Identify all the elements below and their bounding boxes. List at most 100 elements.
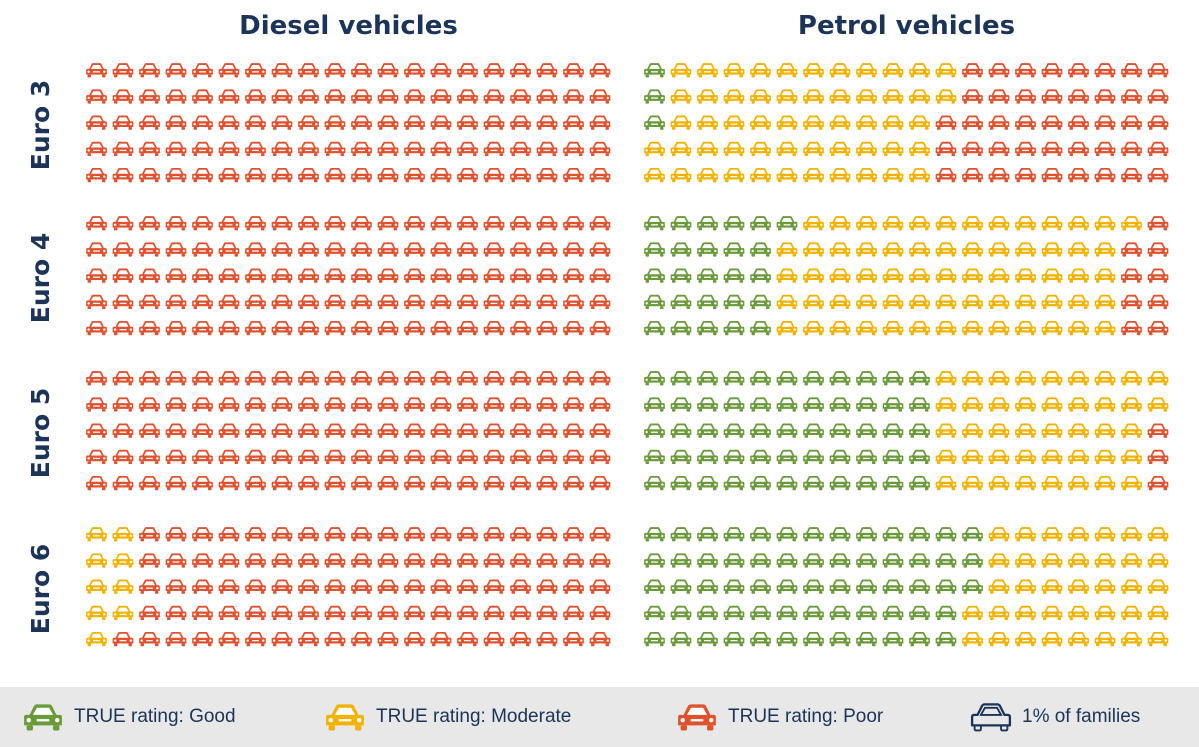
- car-icon-good: [776, 371, 798, 386]
- car-icon-poor: [563, 294, 584, 310]
- car-icon-poor: [112, 371, 134, 386]
- car-icon-poor: [563, 475, 584, 491]
- car-icon-poor: [112, 167, 134, 183]
- car-icon-good: [856, 553, 877, 568]
- car-icon-poor: [404, 423, 425, 438]
- car-icon-poor: [1015, 141, 1036, 157]
- car-icon-good: [776, 475, 798, 491]
- car-icon-poor: [563, 115, 584, 130]
- car-icon-good: [723, 553, 745, 568]
- car-icon-moderate: [962, 449, 983, 465]
- car-icon-moderate: [882, 115, 904, 130]
- car-icon-moderate: [856, 89, 877, 104]
- car-icon-poor: [457, 89, 478, 104]
- car-icon-poor: [377, 63, 399, 78]
- car-icon-poor: [324, 527, 346, 542]
- car-icon-moderate: [1147, 631, 1169, 647]
- car-icon-poor: [165, 167, 187, 183]
- car-icon-moderate: [882, 294, 904, 310]
- car-icon-poor: [404, 371, 425, 386]
- car-icon-moderate: [882, 167, 904, 183]
- car-icon-moderate: [829, 141, 851, 157]
- car-icon-moderate: [1094, 268, 1116, 283]
- car-icon-poor: [351, 449, 372, 465]
- car-icon-poor: [404, 320, 425, 336]
- panel-diesel-euro-3: [86, 63, 611, 183]
- car-icon-good: [803, 397, 824, 412]
- car-icon-poor: [351, 89, 372, 104]
- car-icon-poor: [1147, 268, 1169, 283]
- car-icon-good: [750, 631, 771, 647]
- car-icon-poor: [298, 268, 319, 283]
- car-icon-good: [697, 268, 718, 283]
- car-icon-moderate: [856, 141, 877, 157]
- car-icon-good: [803, 579, 824, 594]
- car-icon-poor: [457, 216, 478, 231]
- car-icon-good: [882, 631, 904, 647]
- car-icon-poor: [1094, 167, 1116, 183]
- car-icon-good: [644, 320, 665, 336]
- car-icon-poor: [377, 320, 399, 336]
- car-icon-poor: [510, 216, 531, 231]
- car-icon-poor: [510, 423, 531, 438]
- car-icon-moderate: [1094, 294, 1116, 310]
- car-icon-good: [909, 397, 930, 412]
- car-icon-good: [670, 294, 692, 310]
- car-icon-good: [962, 579, 983, 594]
- legend-label-unit: 1% of families: [1022, 706, 1141, 727]
- car-icon-poor: [192, 242, 213, 257]
- car-icon-poor: [536, 115, 558, 130]
- car-icon-poor: [165, 475, 187, 491]
- car-icon-poor: [1147, 63, 1169, 78]
- car-icon-poor: [245, 216, 266, 231]
- car-icon-poor: [536, 89, 558, 104]
- car-icon-moderate: [935, 294, 957, 310]
- car-icon-poor: [430, 397, 452, 412]
- car-icon-good: [670, 553, 692, 568]
- car-icon-poor: [377, 475, 399, 491]
- car-icon-moderate: [1068, 216, 1089, 231]
- car-icon-good: [882, 579, 904, 594]
- car-icon-good: [750, 397, 771, 412]
- car-icon-poor: [457, 167, 478, 183]
- car-icon-poor: [457, 294, 478, 310]
- car-icon-poor: [298, 397, 319, 412]
- car-icon-poor: [271, 449, 293, 465]
- car-icon-poor: [404, 527, 425, 542]
- car-icon-poor: [218, 115, 240, 130]
- car-icon-good: [644, 397, 665, 412]
- car-icon-moderate: [1121, 423, 1142, 438]
- car-icon-moderate: [1094, 320, 1116, 336]
- car-icon-good: [750, 527, 771, 542]
- car-icon-poor: [86, 89, 107, 104]
- car-icon-moderate: [1041, 527, 1063, 542]
- car-icon-moderate: [803, 268, 824, 283]
- car-icon-poor: [112, 294, 134, 310]
- car-icon-good: [750, 216, 771, 231]
- car-icon-poor: [536, 216, 558, 231]
- car-icon-poor: [271, 527, 293, 542]
- car-icon-moderate: [962, 631, 983, 647]
- car-icon-poor: [988, 141, 1010, 157]
- car-icon-poor: [430, 63, 452, 78]
- car-icon-moderate: [1068, 449, 1089, 465]
- car-icon-poor: [165, 141, 187, 157]
- car-icon-poor: [536, 294, 558, 310]
- car-icon-poor: [563, 579, 584, 594]
- car-icon-good: [776, 527, 798, 542]
- car-icon-good: [856, 527, 877, 542]
- car-icon-poor: [536, 268, 558, 283]
- car-icon-poor: [563, 527, 584, 542]
- car-icon-good: [856, 579, 877, 594]
- car-icon-poor: [536, 320, 558, 336]
- car-icon-poor: [324, 605, 346, 621]
- car-icon-good: [697, 371, 718, 386]
- car-icon-poor: [351, 63, 372, 78]
- car-icon-moderate: [750, 141, 771, 157]
- car-icon-moderate: [1094, 579, 1116, 594]
- car-icon-poor: [377, 216, 399, 231]
- car-icon-moderate: [829, 89, 851, 104]
- car-icon-moderate: [935, 320, 957, 336]
- car-icon-poor: [298, 449, 319, 465]
- car-icon-poor: [86, 320, 107, 336]
